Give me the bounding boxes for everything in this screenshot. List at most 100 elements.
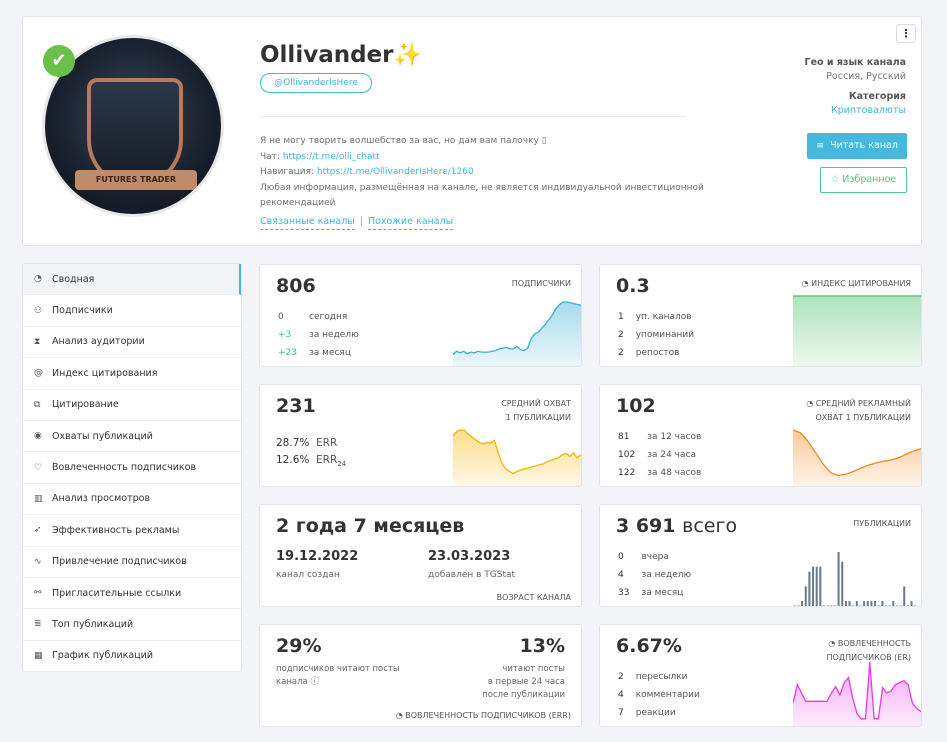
- related-channels-link[interactable]: Связанные каналы: [260, 216, 355, 230]
- subscribers-sparkline: [453, 301, 581, 366]
- sidebar-item[interactable]: ∿ Привлечение подписчиков: [23, 547, 241, 578]
- avatar-ribbon: FUTURES TRADER: [75, 170, 197, 190]
- help-icon[interactable]: ⓘ: [310, 677, 319, 687]
- sidebar-item[interactable]: ⧗ Анализ аудитории: [23, 327, 241, 359]
- copy-icon: ⧉: [34, 399, 41, 410]
- sparkline-line: [453, 429, 581, 475]
- verified-check-icon: ✔: [43, 45, 75, 77]
- sidebar-item[interactable]: ♡ Вовлеченность подписчиков: [23, 452, 241, 484]
- channel-description: Я не могу творить волшебство за вас, но …: [260, 136, 704, 208]
- publication-bar: [874, 601, 877, 606]
- publication-bar: [822, 605, 826, 606]
- sidebar-item-label: Эффективность рекламы: [52, 524, 180, 536]
- sidebar-item-label: Привлечение подписчиков: [52, 556, 187, 568]
- card-label: Средний охват 1 публикации: [501, 399, 571, 422]
- sidebar-item[interactable]: ≣ Топ публикаций: [23, 609, 241, 641]
- similar-channels-link[interactable]: Похожие каналы: [367, 216, 454, 230]
- card-label: ◔ Вовлеченность подписчиков (ERR): [395, 711, 571, 720]
- favorite-button[interactable]: ☆ Избранное: [820, 167, 907, 193]
- citation-sparkline: [793, 295, 921, 366]
- sidebar-item[interactable]: ⚇ Подписчики: [23, 295, 241, 327]
- publication-bar: [804, 586, 807, 606]
- publication-bar: [903, 586, 906, 606]
- added-date: 23.03.2023: [428, 549, 511, 564]
- publication-bar: [819, 566, 822, 606]
- channel-header: FUTURES TRADER ✔ Ollivander✨ @Ollivander…: [22, 16, 922, 246]
- publication-bar: [833, 605, 836, 606]
- publication-bar: [801, 601, 804, 606]
- category-link[interactable]: Криптовалюты: [830, 105, 906, 116]
- sidebar-item[interactable]: ▦ График публикаций: [23, 641, 241, 673]
- sidebar-item[interactable]: ◔ Сводная: [23, 264, 241, 296]
- channel-handle-button[interactable]: @OllivanderIsHere: [260, 73, 372, 93]
- err-card[interactable]: 29% подписчиков читают посты канала ⓘ 13…: [259, 624, 582, 727]
- kebab-icon[interactable]: ⋮: [896, 24, 916, 43]
- heart-icon: ♡: [34, 462, 43, 473]
- average-reach-card[interactable]: 231 Средний охват 1 публикации 28.7% ERR …: [259, 384, 582, 487]
- citation-index-card[interactable]: 0.3 ◔ Индекс цитирования 1 уп. каналов 2у…: [599, 264, 922, 367]
- read-channel-button[interactable]: ≡ Читать канал: [807, 133, 907, 159]
- publications-stats: 0 вчера 4 за неделю 33 за месяц: [618, 552, 692, 598]
- ad-reach-value: 102: [616, 395, 656, 417]
- sidebar-item[interactable]: ➶ Эффективность рекламы: [23, 515, 241, 547]
- publication-bar: [892, 601, 895, 606]
- trend-icon: ∿: [34, 556, 42, 567]
- publication-bar: [888, 605, 891, 606]
- added-label: добавлен в TGStat: [428, 570, 516, 580]
- publication-bar: [826, 605, 829, 606]
- sidebar-item-label: Анализ аудитории: [52, 336, 145, 348]
- link-icon: ⚯: [34, 588, 42, 599]
- at-icon: @: [34, 368, 43, 379]
- publication-bar: [830, 605, 833, 606]
- users-icon: ⚇: [34, 305, 43, 316]
- channel-age-card: 2 года 7 месяцев 19.12.2022 канал создан…: [259, 504, 582, 607]
- created-date: 19.12.2022: [276, 549, 359, 564]
- err-subscribers-label: подписчиков читают посты канала ⓘ: [276, 664, 400, 687]
- publication-bar: [906, 605, 909, 606]
- ad-reach-card[interactable]: 102 ◔ Средний рекламный охват 1 публикаци…: [599, 384, 922, 487]
- sparkline-area: [453, 302, 581, 366]
- channel-avatar: FUTURES TRADER: [42, 35, 224, 217]
- bar-chart-icon: ▥: [34, 493, 43, 504]
- publication-bar: [881, 601, 884, 606]
- sparkline-area: [793, 662, 921, 726]
- channel-age-value: 2 года 7 месяцев: [276, 515, 465, 537]
- publication-bar: [863, 601, 866, 606]
- subscribers-stats: 0 сегодня +3 за неделю +23 за месяц: [278, 312, 359, 358]
- sidebar-item-label: Цитирование: [52, 399, 119, 411]
- publication-bar: [914, 605, 917, 606]
- calendar-icon: ▦: [34, 650, 43, 661]
- sidebar-item[interactable]: @ Индекс цитирования: [23, 358, 241, 390]
- card-label: Возраст канала: [496, 593, 571, 602]
- sidebar-item-label: Подписчики: [52, 305, 113, 317]
- sidebar-item-label: Охваты публикаций: [52, 430, 153, 442]
- subscribers-count: 806: [276, 275, 316, 297]
- reach-sparkline: [453, 429, 581, 486]
- citation-stats: 1 уп. каналов 2 упоминаний 2 репостов: [618, 312, 695, 358]
- sidebar-item[interactable]: ⚯ Пригласительные ссылки: [23, 578, 241, 610]
- list-icon: ≣: [34, 619, 42, 630]
- hourglass-icon: ⧗: [34, 336, 41, 347]
- er-card[interactable]: 6.67% ◔ Вовлеченность подписчиков (ER) 2п…: [599, 624, 922, 727]
- publication-bar: [855, 601, 858, 606]
- average-reach-value: 231: [276, 395, 316, 417]
- divider: [260, 116, 685, 117]
- sidebar-item[interactable]: ⧉ Цитирование: [23, 390, 241, 421]
- publication-bar: [895, 605, 898, 606]
- sidebar-item[interactable]: ◉ Охваты публикаций: [23, 421, 241, 453]
- navigation-link[interactable]: https://t.me/OllivanderIsHere/1260: [316, 167, 474, 177]
- star-icon: ☆: [830, 174, 840, 185]
- subscribers-card[interactable]: 806 Подписчики 0 сегодня +3 за неделю +23 з…: [259, 264, 582, 367]
- publication-bar: [866, 601, 869, 606]
- publication-bar: [808, 571, 811, 606]
- chat-link[interactable]: https://t.me/olli_chatt: [282, 151, 380, 162]
- publications-card[interactable]: 3 691 всего Публикации 0 вчера 4 за неделю…: [599, 504, 922, 607]
- sidebar-item[interactable]: ▥ Анализ просмотров: [23, 484, 241, 516]
- publication-bar: [884, 605, 888, 606]
- sparkline-line: [793, 661, 921, 720]
- er-sparkline: [793, 661, 921, 726]
- publication-bar: [844, 601, 847, 606]
- er-value: 6.67%: [616, 635, 682, 657]
- card-label: Публикации: [853, 519, 911, 528]
- err-24h-label: читают посты в первые 24 часа после публик…: [482, 664, 565, 700]
